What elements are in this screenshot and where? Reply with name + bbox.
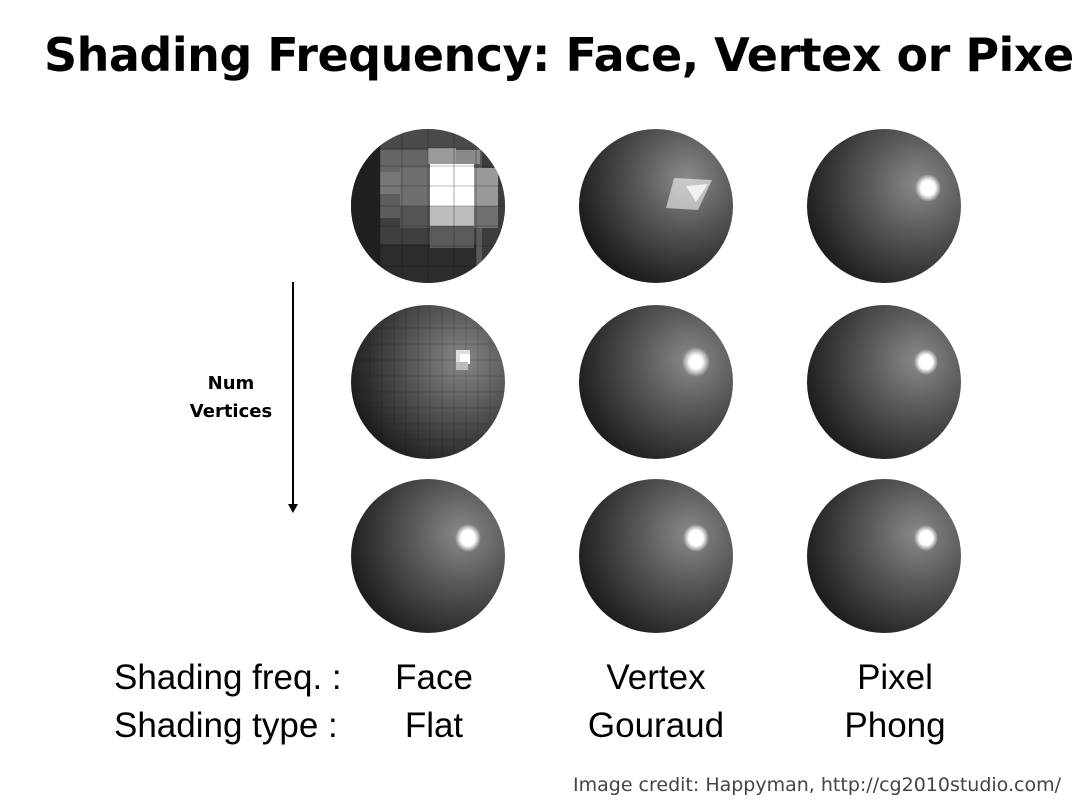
caption-row-type: Shading type : Flat Gouraud Phong: [0, 706, 1075, 752]
caption-type-flat: Flat: [404, 706, 464, 745]
sphere-pixel-low: [806, 128, 962, 284]
sphere-pixel-high: [806, 478, 962, 634]
page-title: Shading Frequency: Face, Vertex or Pixel: [44, 28, 1075, 82]
image-credit: Image credit: Happyman, http://cg2010stu…: [573, 774, 1061, 796]
sphere-face-low: [350, 128, 506, 284]
caption-freq-pixel: Pixel: [857, 658, 933, 697]
caption-freq-vertex: Vertex: [606, 658, 706, 697]
axis-label: Num Vertices: [180, 370, 282, 426]
caption-type-gouraud: Gouraud: [587, 706, 725, 745]
caption-type-phong: Phong: [844, 706, 946, 745]
sphere-pixel-medium: [806, 304, 962, 460]
caption-row-freq: Shading freq. : Face Vertex Pixel: [0, 658, 1075, 704]
sphere-vertex-high: [578, 478, 734, 634]
sphere-vertex-low: [578, 128, 734, 284]
sphere-face-medium: [350, 304, 506, 460]
caption-freq-label: Shading freq. :: [114, 658, 342, 697]
down-arrow-icon: [288, 282, 298, 513]
sphere-grid: [350, 128, 962, 634]
caption-freq-face: Face: [395, 658, 473, 697]
caption-type-label: Shading type :: [114, 706, 338, 745]
axis-label-line1: Num: [207, 373, 255, 394]
sphere-vertex-medium: [578, 304, 734, 460]
sphere-face-high: [350, 478, 506, 634]
axis-label-line2: Vertices: [189, 401, 273, 422]
